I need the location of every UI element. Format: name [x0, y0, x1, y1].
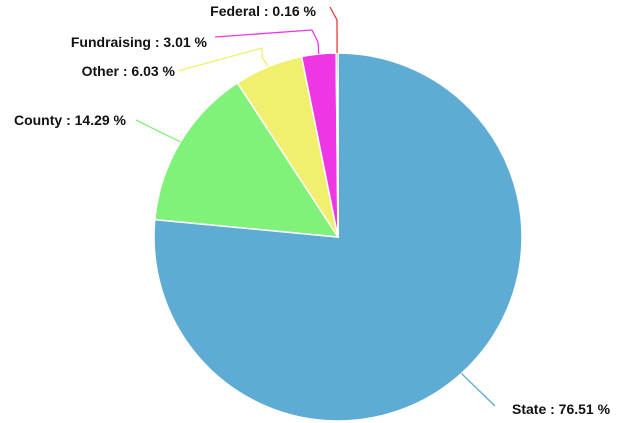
slice-label-state: State : 76.51 % — [512, 401, 611, 417]
pie-slice-county — [154, 81, 340, 238]
leader-line-federal — [329, 6, 338, 54]
slice-label-county: County : 14.29 % — [14, 112, 127, 128]
labels-layer: State : 76.51 % County : 14.29 % Other : 6… — [14, 3, 611, 417]
leader-line-other — [177, 47, 269, 72]
slice-label-fundraising: Fundraising : 3.01 % — [71, 34, 208, 50]
leader-line-fundraising — [214, 29, 320, 55]
slice-label-other: Other : 6.03 % — [82, 63, 176, 79]
slices-layer — [153, 52, 523, 422]
slice-label-federal: Federal : 0.16 % — [210, 3, 316, 19]
leader-line-state — [461, 372, 496, 407]
leader-line-county — [135, 119, 181, 143]
leader-lines-layer — [135, 6, 496, 407]
